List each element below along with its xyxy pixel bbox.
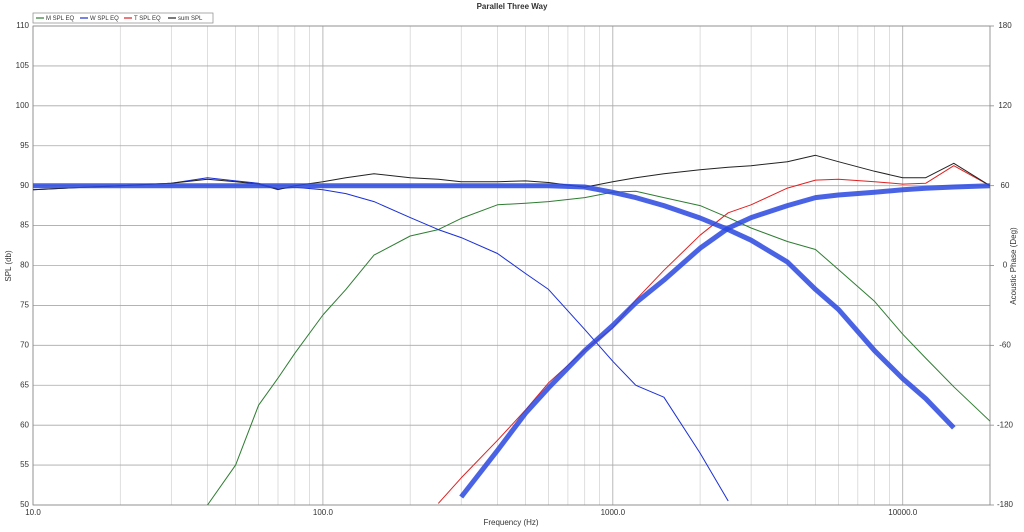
y-tick-label: 95 <box>20 141 29 150</box>
x-axis-label: Frequency (Hz) <box>483 518 538 527</box>
x-tick-label: 100.0 <box>313 508 334 517</box>
y-tick-label: 55 <box>20 460 29 469</box>
y-tick-label: 50 <box>20 500 29 509</box>
y-tick-label: 80 <box>20 261 29 270</box>
y2-tick-label: -60 <box>999 340 1011 349</box>
y-tick-label: 105 <box>16 61 30 70</box>
y2-tick-label: 120 <box>998 101 1012 110</box>
y2-tick-label: -180 <box>997 500 1014 509</box>
y-axis-label: SPL (db) <box>4 250 13 282</box>
y-tick-label: 85 <box>20 221 29 230</box>
x-tick-label: 10.0 <box>25 508 41 517</box>
x-tick-label: 10000.0 <box>888 508 917 517</box>
plot-frame <box>32 25 991 506</box>
x-tick-label: 1000.0 <box>601 508 626 517</box>
spl-line <box>33 177 729 502</box>
y-tick-label: 90 <box>20 181 29 190</box>
y-tick-label: 70 <box>20 340 29 349</box>
y-tick-label: 60 <box>20 420 29 429</box>
y2-tick-label: 60 <box>1001 181 1010 190</box>
y-tick-label: 75 <box>20 301 29 310</box>
chart-title: Parallel Three Way <box>477 2 548 11</box>
spl-line <box>33 154 990 191</box>
legend-label: T SPL EQ <box>134 16 161 22</box>
y2-tick-label: 0 <box>1003 261 1008 270</box>
y-tick-label: 100 <box>16 101 30 110</box>
spl-line <box>207 190 990 505</box>
legend-label: M SPL EQ <box>46 16 74 22</box>
y-tick-label: 65 <box>20 380 29 389</box>
phase-line <box>33 183 956 430</box>
y2-tick-label: -120 <box>997 420 1014 429</box>
legend-label: W SPL EQ <box>90 16 119 22</box>
y-tick-label: 110 <box>16 21 29 30</box>
legend-label: sum SPL <box>178 16 203 22</box>
y2-axis-label: Acoustic Phase (Deg) <box>1009 227 1018 305</box>
phase-line <box>459 183 990 499</box>
legend-box <box>32 12 214 24</box>
y2-tick-label: 180 <box>998 21 1012 30</box>
